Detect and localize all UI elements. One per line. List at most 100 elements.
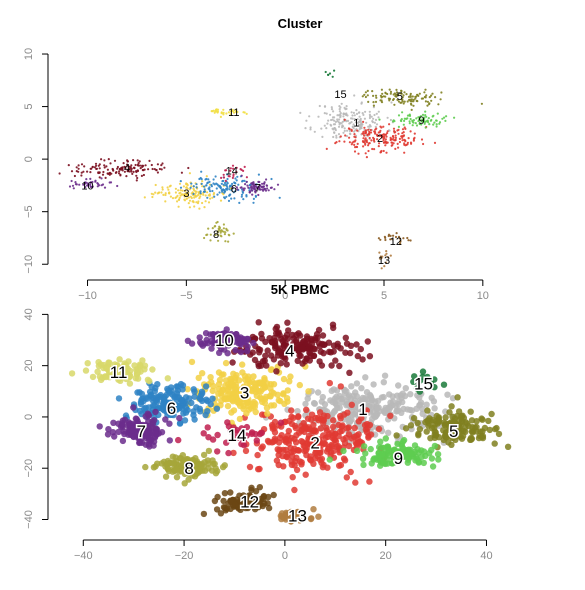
data-point — [205, 184, 208, 187]
data-point — [386, 116, 389, 119]
data-point — [94, 179, 97, 182]
data-point — [162, 416, 169, 423]
data-point — [331, 431, 339, 438]
data-point — [447, 419, 454, 426]
data-point — [183, 195, 186, 198]
data-point — [103, 186, 107, 189]
data-point — [219, 115, 222, 118]
data-point — [381, 92, 384, 95]
data-point — [410, 108, 413, 111]
data-point — [215, 221, 218, 224]
data-point — [433, 141, 437, 144]
data-point — [434, 96, 437, 99]
data-point — [223, 181, 227, 185]
cluster-label: 13 — [378, 255, 390, 267]
data-point — [203, 190, 206, 193]
data-point — [194, 195, 197, 198]
data-point — [103, 164, 106, 167]
data-point — [337, 125, 341, 128]
data-point — [378, 118, 381, 121]
data-point — [211, 110, 214, 113]
data-point — [299, 111, 302, 114]
data-point — [202, 411, 209, 419]
data-point — [405, 456, 412, 463]
data-point — [367, 100, 370, 103]
data-point — [286, 378, 293, 385]
data-point — [337, 345, 344, 352]
data-point — [258, 330, 265, 338]
point-layer — [58, 69, 483, 270]
data-point — [154, 191, 157, 194]
data-point — [298, 427, 305, 434]
data-point — [418, 453, 425, 460]
data-point — [380, 379, 387, 386]
data-point — [236, 188, 239, 191]
data-point — [409, 130, 412, 133]
data-point — [432, 123, 435, 126]
data-point — [412, 121, 415, 124]
data-point — [281, 347, 288, 354]
data-point — [343, 127, 346, 130]
data-point — [94, 162, 98, 165]
data-point — [428, 96, 431, 99]
data-point — [419, 115, 423, 118]
data-point — [385, 429, 392, 436]
data-point — [392, 119, 395, 122]
data-point — [454, 394, 461, 401]
data-point — [229, 167, 232, 170]
data-point — [368, 130, 371, 133]
data-point — [117, 172, 121, 175]
data-point — [384, 138, 387, 141]
data-point — [240, 168, 243, 171]
data-point — [220, 176, 223, 179]
data-point — [326, 379, 333, 387]
data-point — [440, 381, 448, 388]
data-point — [278, 432, 285, 439]
data-point — [425, 120, 428, 123]
data-point — [158, 429, 166, 436]
data-point — [407, 95, 411, 98]
data-point — [422, 142, 425, 146]
data-point — [336, 462, 343, 469]
data-point — [366, 421, 374, 429]
data-point — [204, 424, 211, 431]
data-point — [116, 167, 119, 170]
data-point — [372, 101, 375, 104]
data-point — [323, 112, 326, 115]
data-point — [201, 185, 204, 188]
data-point — [208, 378, 215, 386]
data-point — [222, 183, 225, 186]
data-point — [217, 510, 225, 517]
cluster-label: 15 — [414, 375, 433, 394]
data-point — [395, 93, 398, 96]
data-point — [68, 185, 72, 188]
data-point — [293, 337, 300, 344]
data-point — [212, 178, 215, 181]
x-tick-label: 40 — [480, 550, 492, 562]
y-tick-label: −20 — [23, 459, 35, 478]
data-point — [366, 353, 374, 360]
data-point — [71, 184, 75, 187]
data-point — [104, 176, 107, 179]
data-point — [372, 106, 375, 109]
data-point — [303, 406, 310, 413]
data-point — [202, 185, 206, 188]
data-point — [302, 400, 309, 408]
data-point — [251, 193, 254, 196]
data-point — [395, 382, 402, 389]
data-point — [352, 123, 355, 126]
data-point — [208, 180, 211, 183]
data-point — [310, 506, 317, 513]
data-point — [243, 423, 251, 431]
data-point — [413, 136, 416, 139]
data-point — [121, 416, 129, 423]
data-point — [105, 165, 108, 168]
data-point — [341, 389, 349, 397]
data-point — [97, 164, 100, 167]
data-point — [291, 445, 298, 452]
data-point — [347, 468, 354, 476]
data-point — [192, 192, 195, 196]
data-point — [224, 169, 227, 172]
chart-title: Cluster — [278, 16, 323, 31]
data-point — [278, 515, 285, 523]
